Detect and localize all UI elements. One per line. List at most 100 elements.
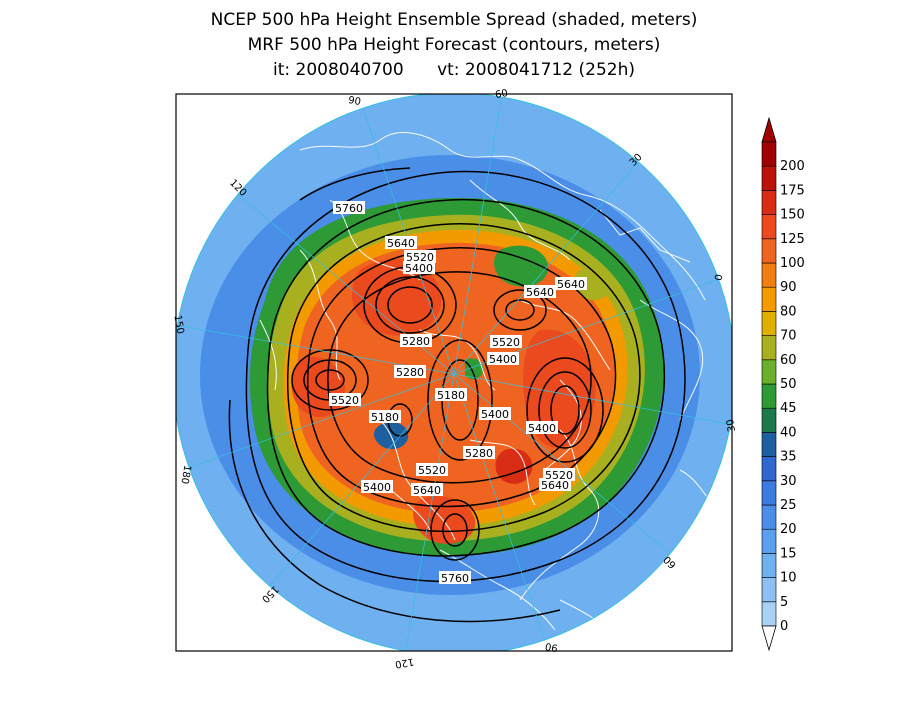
- contour-label: 5520: [545, 469, 573, 482]
- colorbar-tick-label: 50: [780, 377, 797, 392]
- contour-label-background: [333, 201, 365, 214]
- contour-label: 5180: [437, 389, 465, 402]
- contour-label-background: [416, 463, 448, 476]
- longitude-label: 90: [544, 640, 558, 653]
- contour-label: 5280: [465, 447, 493, 460]
- colorbar-tick-label: 60: [780, 353, 797, 368]
- longitude-label: 60: [494, 88, 508, 101]
- colorbar-tick-label: 175: [780, 183, 805, 198]
- contour-label-background: [543, 468, 575, 481]
- contour-label: 5520: [418, 464, 446, 477]
- contour-label: 5400: [528, 422, 556, 435]
- map-frame: [175, 93, 733, 652]
- colorbar-tick-label: 5: [780, 595, 788, 610]
- contour-label-background: [361, 480, 393, 493]
- colorbar-tick-label: 20: [780, 522, 797, 537]
- colorbar-swatch: [761, 504, 777, 530]
- valid-time: vt: 2008041712 (252h): [437, 60, 635, 80]
- colorbar-tick-label: 90: [780, 280, 797, 295]
- contour-label: 5400: [405, 262, 433, 275]
- contour-label: 5520: [406, 251, 434, 264]
- contour-label-background: [329, 393, 361, 406]
- colorbar-swatch: [761, 432, 777, 457]
- colorbar-bottom-arrow: [761, 625, 777, 652]
- colorbar-swatch: [761, 262, 777, 288]
- longitude-label: 150: [171, 314, 185, 335]
- title-line-1: NCEP 500 hPa Height Ensemble Spread (sha…: [210, 10, 698, 30]
- colorbar-tick-label: 45: [780, 401, 797, 416]
- chart-titles: NCEP 500 hPa Height Ensemble Spread (sha…: [0, 8, 908, 83]
- init-time: it: 2008040700: [272, 60, 404, 80]
- title-line-2: MRF 500 hPa Height Forecast (contours, m…: [247, 35, 661, 55]
- colorbar-swatch: [761, 335, 777, 361]
- title-line-3: it: 2008040700 vt: 2008041712 (252h): [0, 58, 908, 83]
- colorbar-swatch: [761, 165, 777, 191]
- contour-label: 5400: [489, 353, 517, 366]
- contour-label-background: [526, 421, 558, 434]
- contour-label: 5640: [541, 479, 569, 492]
- contour-label-background: [411, 483, 443, 496]
- colorbar-tick-label: 125: [780, 232, 805, 247]
- contour-label-background: [435, 388, 467, 401]
- contour-label-background: [394, 365, 426, 378]
- contour-label: 5640: [526, 286, 554, 299]
- contour-label-background: [487, 352, 519, 365]
- longitude-label: 0: [714, 273, 726, 281]
- colorbar-swatch: [761, 528, 777, 554]
- contour-label-background: [369, 410, 401, 423]
- colorbar-tick-label: 35: [780, 450, 797, 465]
- colorbar-tick-label: 25: [780, 498, 797, 513]
- colorbar-swatch: [761, 407, 777, 433]
- colorbar-tick-label: 100: [780, 256, 805, 271]
- contour-label: 5520: [331, 394, 359, 407]
- colorbar-swatch: [761, 238, 777, 264]
- colorbar-swatch: [761, 383, 777, 409]
- contour-label: 5760: [335, 202, 363, 215]
- contour-label: 5400: [363, 481, 391, 494]
- contour-label: 5640: [387, 237, 415, 250]
- colorbar-tick-label: 70: [780, 329, 797, 344]
- contour-label-background: [524, 285, 556, 298]
- contour-label: 5280: [396, 366, 424, 379]
- contour-label: 5520: [492, 336, 520, 349]
- longitude-label: 90: [347, 95, 361, 108]
- contour-label-background: [490, 335, 522, 348]
- contour-label-background: [385, 236, 417, 249]
- contour-label: 5760: [441, 572, 469, 585]
- colorbar-tick-label: 10: [780, 571, 797, 586]
- colorbar-swatch: [761, 577, 777, 603]
- longitude-label: 30: [725, 418, 738, 432]
- contour-label-background: [404, 250, 436, 263]
- longitude-label: 120: [394, 655, 415, 669]
- colorbar-swatch: [761, 311, 777, 336]
- contour-label-background: [539, 478, 571, 491]
- contour-label-background: [400, 334, 432, 347]
- colorbar-swatch: [761, 480, 777, 506]
- colorbar-swatch: [761, 359, 777, 385]
- colorbar-tick-label: 80: [780, 304, 797, 319]
- longitude-label: 180: [178, 464, 192, 485]
- colorbar-swatch: [761, 141, 777, 167]
- contour-label: 5180: [371, 411, 399, 424]
- contour-label: 5280: [402, 335, 430, 348]
- colorbar-swatch: [761, 553, 777, 578]
- colorbar-swatch: [761, 190, 777, 215]
- contour-label-background: [439, 571, 471, 584]
- colorbar-tick-label: 0: [780, 619, 788, 634]
- colorbar-tick-label: 15: [780, 546, 797, 561]
- colorbar-swatch: [761, 214, 777, 240]
- contour-label: 5400: [481, 408, 509, 421]
- colorbar-tick-label: 40: [780, 425, 797, 440]
- colorbar-swatch: [761, 601, 777, 627]
- colorbar-top-arrow: [761, 116, 777, 143]
- colorbar-swatch: [761, 286, 777, 312]
- map-area: [176, 94, 732, 651]
- contour-label-background: [479, 407, 511, 420]
- contour-label-background: [555, 277, 587, 290]
- colorbar-swatch: [761, 456, 777, 482]
- colorbar-tick-label: 150: [780, 208, 805, 223]
- contour-label-background: [403, 261, 435, 274]
- contour-label: 5640: [413, 484, 441, 497]
